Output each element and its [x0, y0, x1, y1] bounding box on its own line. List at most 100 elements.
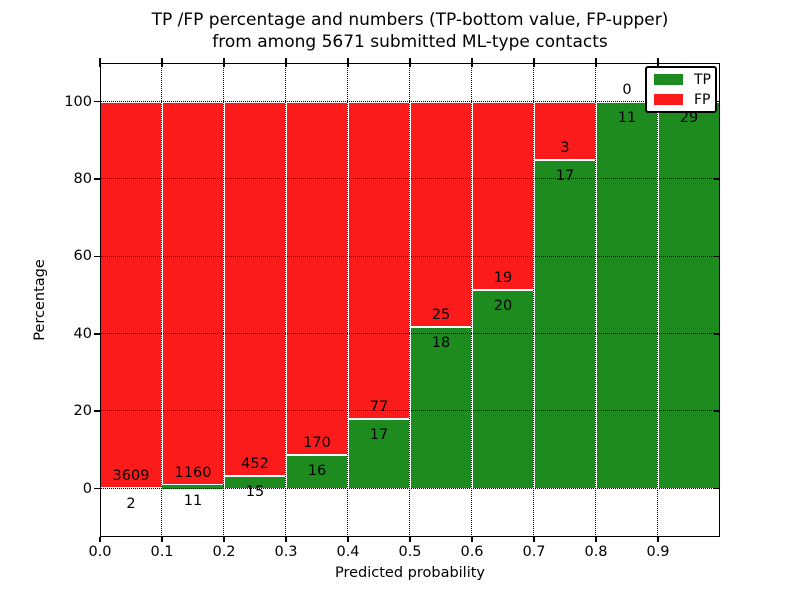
legend-entry-tp: TP — [654, 71, 711, 88]
fp-bar-2 — [224, 101, 286, 477]
fp-bar-1 — [162, 101, 224, 485]
tp-count-label-9: 29 — [679, 109, 699, 126]
tp-count-label-8: 11 — [617, 109, 637, 126]
tp-count-label-5: 18 — [431, 334, 451, 351]
legend-label-fp: FP — [694, 91, 711, 108]
fp-count-label-7: 3 — [560, 139, 570, 156]
y-axis-label: Percentage — [32, 259, 48, 341]
x-tick-label-2: 0.2 — [212, 544, 236, 560]
x-tick-9 — [657, 537, 659, 542]
y-tick-label-80: 80 — [73, 171, 92, 188]
tp-bar-9 — [658, 101, 720, 489]
x-gridline-2 — [223, 63, 225, 537]
y-tick-right-80 — [713, 178, 719, 180]
x-tick-top-5 — [409, 58, 411, 67]
legend-label-tp: TP — [694, 71, 711, 88]
x-tick-top-0 — [99, 58, 101, 67]
x-tick-6 — [471, 537, 473, 542]
x-gridline-5 — [409, 63, 411, 537]
x-tick-0 — [99, 537, 101, 542]
fp-bar-7 — [534, 101, 596, 160]
x-tick-2 — [223, 537, 225, 542]
x-gridline-1 — [161, 63, 163, 537]
fp-bar-5 — [410, 101, 472, 327]
y-tick-80 — [94, 178, 100, 180]
y-tick-40 — [94, 333, 100, 335]
x-tick-label-4: 0.4 — [336, 544, 360, 560]
x-tick-1 — [161, 537, 163, 542]
tp-count-label-2: 15 — [245, 484, 265, 501]
x-tick-top-6 — [471, 58, 473, 67]
fp-count-label-5: 25 — [431, 306, 451, 323]
fp-bar-4 — [348, 101, 410, 419]
x-tick-8 — [595, 537, 597, 542]
fp-count-label-4: 77 — [369, 398, 389, 415]
tp-bar-3 — [286, 455, 348, 489]
fp-count-label-1: 1160 — [174, 464, 212, 481]
plot-area: 3609211601145215170167717251819203170110… — [100, 63, 720, 537]
tp-count-label-4: 17 — [369, 426, 389, 443]
x-gridline-3 — [285, 63, 287, 537]
x-tick-label-5: 0.5 — [398, 544, 422, 560]
fp-count-label-2: 452 — [241, 456, 269, 473]
tp-count-label-6: 20 — [493, 298, 513, 315]
y-tick-right-40 — [713, 333, 719, 335]
legend-entry-fp: FP — [654, 91, 711, 108]
y-tick-label-60: 60 — [73, 248, 92, 265]
y-tick-label-40: 40 — [73, 325, 92, 342]
y-gridline-0 — [100, 487, 720, 489]
tp-bar-7 — [534, 159, 596, 489]
x-tick-3 — [285, 537, 287, 542]
y-gridline-100 — [100, 100, 720, 102]
x-tick-top-9 — [657, 58, 659, 67]
x-tick-5 — [409, 537, 411, 542]
fp-count-label-0: 3609 — [112, 468, 150, 485]
y-gridline-80 — [100, 178, 720, 180]
x-tick-top-3 — [285, 58, 287, 67]
x-tick-top-1 — [161, 58, 163, 67]
tp-bar-1 — [162, 484, 224, 489]
x-tick-4 — [347, 537, 349, 542]
fp-count-label-6: 19 — [493, 270, 513, 287]
tp-color-swatch — [654, 74, 683, 85]
tp-count-label-0: 2 — [126, 496, 136, 513]
x-tick-label-9: 0.9 — [646, 544, 670, 560]
x-gridline-7 — [533, 63, 535, 537]
chart-title-line2: from among 5671 submitted ML-type contac… — [212, 32, 608, 52]
x-tick-top-8 — [595, 58, 597, 67]
chart-title: TP /FP percentage and numbers (TP-bottom… — [100, 9, 720, 53]
x-gridline-9 — [657, 63, 659, 537]
y-tick-right-60 — [713, 255, 719, 258]
y-tick-label-100: 100 — [64, 93, 92, 110]
y-tick-right-0 — [713, 487, 719, 490]
x-tick-label-7: 0.7 — [522, 544, 546, 560]
y-gridline-60 — [100, 255, 720, 257]
y-gridline-40 — [100, 333, 720, 335]
y-tick-label-0: 0 — [82, 480, 92, 497]
x-tick-label-0: 0.0 — [88, 544, 112, 560]
x-tick-top-4 — [347, 58, 349, 67]
tp-count-label-1: 11 — [183, 492, 203, 509]
tp-bar-6 — [472, 290, 534, 489]
y-tick-0 — [94, 487, 100, 490]
x-gridline-8 — [595, 63, 597, 537]
tp-count-label-7: 17 — [555, 167, 575, 184]
x-tick-label-3: 0.3 — [274, 544, 298, 560]
x-tick-label-1: 0.1 — [150, 544, 174, 560]
y-gridline-20 — [100, 410, 720, 412]
x-tick-label-6: 0.6 — [460, 544, 484, 560]
tp-bar-5 — [410, 326, 472, 489]
y-tick-right-20 — [713, 410, 719, 412]
fp-bar-6 — [472, 101, 534, 291]
fp-bar-3 — [286, 101, 348, 456]
x-tick-7 — [533, 537, 535, 542]
y-tick-label-20: 20 — [73, 403, 92, 420]
fp-bar-0 — [100, 101, 162, 489]
x-tick-top-2 — [223, 58, 225, 67]
chart-title-line1: TP /FP percentage and numbers (TP-bottom… — [151, 10, 669, 30]
y-tick-60 — [94, 255, 100, 258]
x-axis-label: Predicted probability — [334, 565, 486, 581]
x-gridline-6 — [471, 63, 473, 537]
fp-count-label-3: 170 — [303, 435, 331, 452]
